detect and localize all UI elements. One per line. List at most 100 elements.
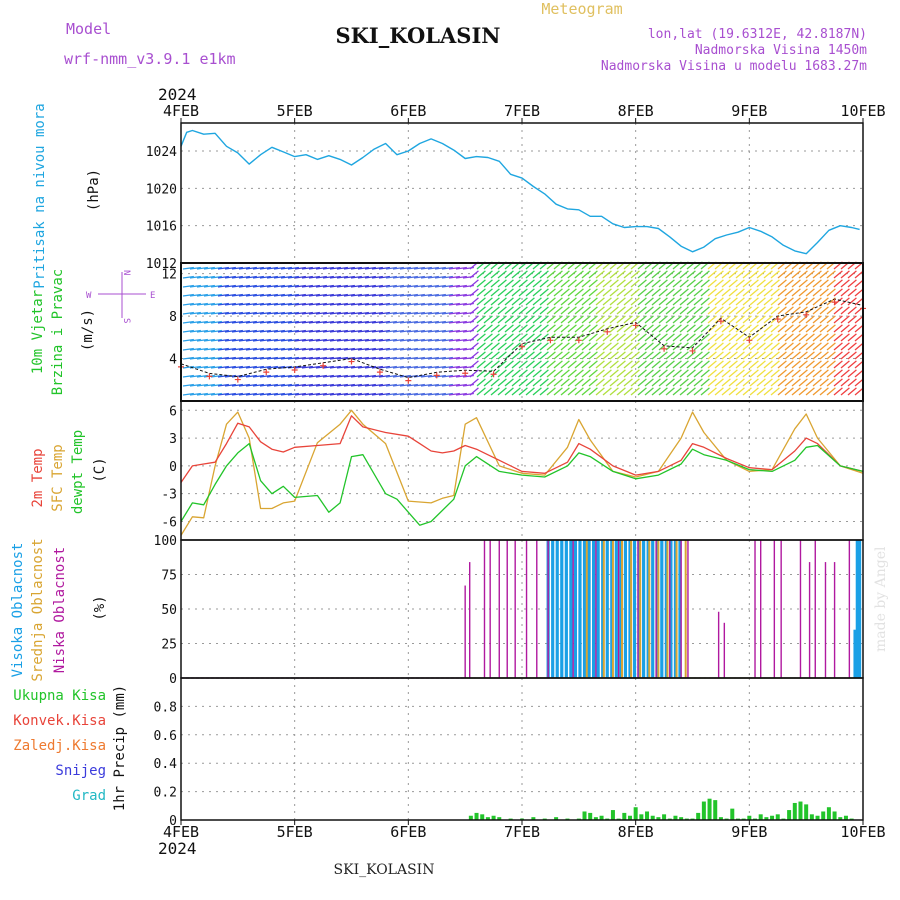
wind-barb bbox=[315, 356, 327, 360]
wind-barb bbox=[350, 275, 362, 279]
wind-barb bbox=[721, 342, 731, 351]
wind-barb bbox=[371, 284, 383, 288]
wind-barb bbox=[448, 392, 460, 396]
precip-bar bbox=[758, 814, 763, 820]
wind-barb bbox=[623, 342, 633, 351]
wind-barb bbox=[371, 302, 383, 306]
elevation-text: Nadmorska Visina 1450m bbox=[695, 43, 867, 58]
wind-barb bbox=[749, 342, 759, 351]
wind-barb bbox=[378, 356, 390, 360]
wind-barb bbox=[336, 320, 348, 324]
ytick-label: 3 bbox=[169, 432, 177, 447]
wind-barb bbox=[441, 356, 453, 360]
wind-barb bbox=[336, 284, 348, 288]
wind-barb bbox=[784, 315, 794, 324]
wind-barb bbox=[392, 320, 404, 324]
wind-barb bbox=[567, 360, 577, 369]
wind-barb bbox=[266, 338, 278, 342]
wind-barb bbox=[686, 324, 696, 333]
wind-barb bbox=[273, 329, 285, 333]
wind-barb bbox=[420, 365, 432, 369]
wind-barb bbox=[742, 378, 752, 387]
wind-barb bbox=[595, 315, 605, 324]
wind-barb bbox=[574, 369, 584, 378]
wind-barb bbox=[301, 275, 313, 279]
wind-barb bbox=[525, 306, 535, 315]
wind-barb bbox=[231, 284, 243, 288]
wind-barb bbox=[476, 387, 486, 396]
wind-barb bbox=[791, 351, 801, 360]
wind-barb bbox=[371, 338, 383, 342]
wind-barb bbox=[371, 293, 383, 297]
wind-barb bbox=[847, 378, 857, 387]
wind-barb bbox=[567, 315, 577, 324]
wind-barb bbox=[231, 365, 243, 369]
xtick-label-top: 5FEB bbox=[277, 102, 313, 120]
wind-barb bbox=[301, 266, 313, 270]
wind-barb bbox=[560, 297, 570, 306]
wind-barb bbox=[469, 342, 479, 351]
wind-barb bbox=[784, 288, 794, 297]
wind-barb bbox=[784, 369, 794, 378]
wind-barb bbox=[441, 266, 453, 270]
wind-barb bbox=[588, 297, 598, 306]
wind-gust-mark bbox=[661, 345, 668, 352]
wind-barb bbox=[245, 311, 257, 315]
wind-barb bbox=[616, 288, 626, 297]
wind-barb bbox=[651, 279, 661, 288]
wind-barb bbox=[707, 315, 717, 324]
wind-gust-mark bbox=[604, 328, 611, 335]
wind-barb bbox=[574, 297, 584, 306]
wind-barb bbox=[602, 351, 612, 360]
wind-barb bbox=[322, 392, 334, 396]
wind-barb bbox=[756, 297, 766, 306]
wind-barb bbox=[770, 270, 780, 279]
wind-barb bbox=[791, 315, 801, 324]
wind-barb bbox=[735, 369, 745, 378]
wind-barb bbox=[840, 270, 850, 279]
wind-barb bbox=[623, 369, 633, 378]
wind-barb bbox=[581, 387, 591, 396]
wind-barb bbox=[595, 369, 605, 378]
wind-barb bbox=[630, 324, 640, 333]
precip-bar bbox=[599, 815, 604, 820]
wind-barb bbox=[336, 329, 348, 333]
wind-barb bbox=[322, 293, 334, 297]
wind-barb bbox=[329, 383, 341, 387]
cloud-labels: Visoka Oblacnost Srednja Oblacnost Niska… bbox=[10, 538, 108, 681]
wind-barb bbox=[364, 383, 376, 387]
wind-barb bbox=[413, 302, 425, 306]
wind-barb bbox=[721, 297, 731, 306]
precip-bar bbox=[787, 810, 792, 820]
wind-barb bbox=[203, 284, 215, 288]
wind-barb bbox=[399, 275, 411, 279]
wind-barb bbox=[280, 302, 292, 306]
wind-barb bbox=[469, 270, 479, 279]
wind-barb bbox=[210, 347, 222, 351]
wind-barb bbox=[763, 387, 773, 396]
wind-barb bbox=[546, 279, 556, 288]
wind-barb bbox=[476, 270, 486, 279]
wind-barb bbox=[350, 383, 362, 387]
wind-barb bbox=[756, 360, 766, 369]
wind-barb bbox=[637, 270, 647, 279]
wind-barb bbox=[840, 369, 850, 378]
wind-barb bbox=[427, 356, 439, 360]
wind-barb bbox=[742, 315, 752, 324]
wind-barb bbox=[476, 279, 486, 288]
wind-barb bbox=[763, 333, 773, 342]
wind-barb bbox=[623, 270, 633, 279]
wind-barb bbox=[224, 383, 236, 387]
wind-barb bbox=[336, 365, 348, 369]
wind-barb bbox=[826, 306, 836, 315]
wind-barb bbox=[819, 369, 829, 378]
wind-barb bbox=[770, 387, 780, 396]
wind-gust-mark bbox=[717, 318, 724, 325]
wind-barb bbox=[826, 351, 836, 360]
wind-barb bbox=[686, 297, 696, 306]
wind-barb bbox=[539, 297, 549, 306]
wind-barb bbox=[259, 266, 271, 270]
precip-bar bbox=[627, 815, 632, 820]
wind-barb bbox=[231, 347, 243, 351]
wind-barb bbox=[469, 387, 479, 396]
